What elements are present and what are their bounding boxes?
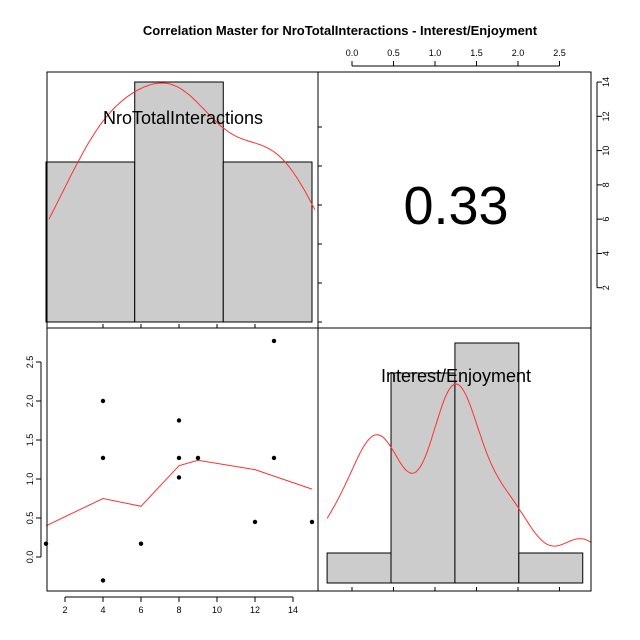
scatter-point — [43, 541, 49, 546]
density-curve-x — [48, 82, 316, 220]
histogram-bar — [45, 161, 136, 323]
density-curve-y — [326, 383, 591, 547]
tick-label: 0.5 — [25, 512, 35, 525]
tick-label: 0.5 — [387, 48, 400, 58]
tick-label: 0.0 — [346, 48, 359, 58]
tick-label: 2.5 — [25, 356, 35, 369]
tick-label: 1.0 — [25, 473, 35, 486]
panel-border-bottom-right — [317, 327, 592, 592]
variable-label-y: Interest/Enjoyment — [381, 366, 531, 386]
histogram-bar — [518, 552, 584, 584]
tick-label: 2 — [62, 605, 67, 615]
axis-right: 2 4 6 8 10 12 14 — [596, 77, 611, 290]
scatter-point — [252, 519, 258, 525]
scatter-point — [195, 455, 201, 461]
scatter-point — [100, 398, 106, 404]
axis-bottom: 2 4 6 8 10 12 14 — [62, 596, 298, 615]
tick-label: 2.0 — [512, 48, 525, 58]
tick-label: 12 — [250, 605, 260, 615]
panel-top-right: 0.33 — [403, 176, 508, 236]
histogram-bar — [454, 342, 520, 584]
tick-label: 14 — [288, 605, 298, 615]
histogram-bar — [134, 81, 224, 323]
scatter-point — [138, 541, 144, 546]
tick-label: 0.0 — [25, 551, 35, 564]
minor-ticks — [102, 126, 560, 591]
panel-bottom-right: Interest/Enjoyment — [326, 342, 591, 584]
axis-top: 0.0 0.5 1.0 1.5 2.0 2.5 — [346, 48, 566, 67]
tick-label: 4 — [601, 251, 611, 256]
tick-label: 2.5 — [553, 48, 566, 58]
tick-label: 8 — [176, 605, 181, 615]
tick-label: 14 — [601, 77, 611, 87]
tick-label: 8 — [601, 182, 611, 187]
scatter-point — [176, 475, 182, 480]
tick-label: 10 — [212, 605, 222, 615]
scatter-point — [100, 455, 106, 461]
tick-label: 10 — [601, 146, 611, 156]
tick-label: 4 — [100, 605, 105, 615]
histogram-bar — [222, 161, 313, 323]
variable-label-x: NroTotalInteractions — [103, 108, 263, 128]
scatter-point — [271, 455, 277, 461]
scatter-point — [271, 338, 277, 344]
tick-label: 12 — [601, 111, 611, 121]
tick-label: 2.0 — [25, 395, 35, 408]
scatter-point — [176, 418, 182, 423]
axis-left: 0.0 0.5 1.0 1.5 2.0 2.5 — [25, 356, 42, 564]
tick-label: 2 — [601, 285, 611, 290]
tick-label: 1.5 — [470, 48, 483, 58]
smoother-line — [45, 459, 313, 527]
histogram-y-bars — [326, 342, 584, 584]
scatter-point — [309, 519, 315, 525]
scatter-point — [176, 455, 182, 461]
histogram-x-bars — [45, 81, 313, 323]
panel-border-bottom-left — [46, 327, 319, 592]
tick-label: 6 — [138, 605, 143, 615]
chart-title: Correlation Master for NroTotalInteracti… — [143, 23, 538, 38]
panel-top-left: NroTotalInteractions — [45, 81, 316, 323]
panel-borders — [46, 71, 592, 592]
panel-bottom-left — [43, 338, 315, 583]
tick-label: 1.0 — [429, 48, 442, 58]
scatter-point — [100, 578, 106, 583]
correlation-value: 0.33 — [403, 176, 508, 236]
histogram-bar — [326, 552, 392, 584]
scatter-points — [43, 338, 315, 583]
tick-label: 1.5 — [25, 434, 35, 447]
histogram-bar — [390, 372, 456, 584]
tick-label: 6 — [601, 217, 611, 222]
